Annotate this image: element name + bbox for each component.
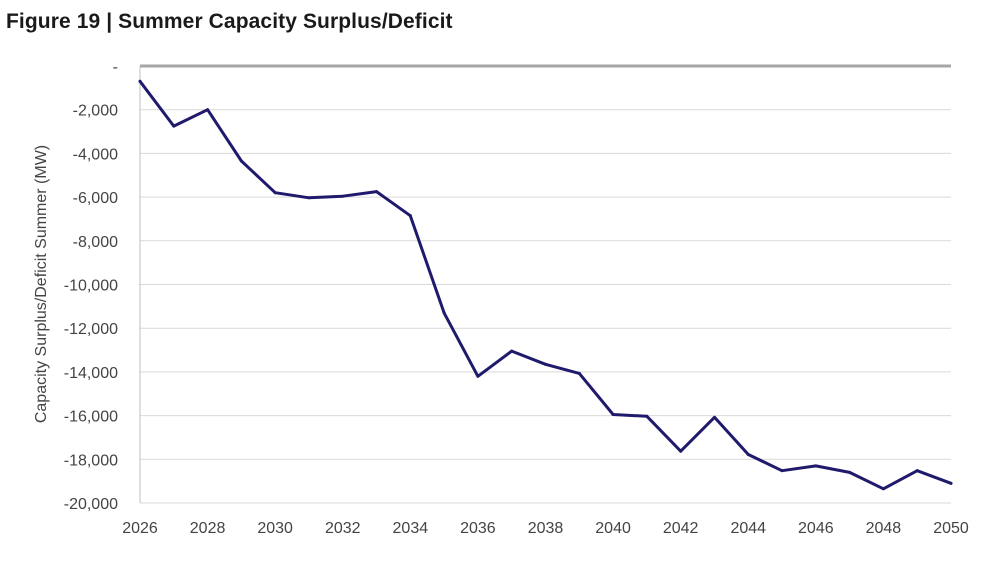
data-point <box>273 191 277 195</box>
x-tick-label: 2044 <box>730 520 766 537</box>
x-tick-label: 2048 <box>866 520 902 537</box>
x-tick-label: 2042 <box>663 520 699 537</box>
data-point <box>341 194 345 198</box>
y-tick-label: -16,000 <box>64 409 118 426</box>
x-tick-label: 2026 <box>122 520 158 537</box>
y-tick-label: -14,000 <box>64 365 118 382</box>
data-point <box>544 362 547 366</box>
x-tick-label: 2036 <box>460 520 496 537</box>
data-point <box>476 374 480 378</box>
figure-title: Figure 19 | Summer Capacity Surplus/Defi… <box>6 10 453 33</box>
x-tick-label: 2032 <box>325 520 361 537</box>
data-point <box>442 311 446 315</box>
data-point <box>712 415 716 419</box>
data-point <box>172 124 176 128</box>
data-point <box>679 449 683 453</box>
x-axis-ticks: 2026 2028 2030 2032 2034 2036 2038 2040 2042 2044… <box>122 520 969 537</box>
data-point <box>577 371 581 375</box>
data-point <box>138 79 142 83</box>
data-point <box>949 481 953 485</box>
data-point <box>206 108 210 112</box>
y-tick-label: -4,000 <box>73 146 118 163</box>
x-tick-label: 2028 <box>190 520 226 537</box>
data-point <box>746 452 750 456</box>
y-tick-label: - <box>113 59 118 76</box>
data-point <box>881 487 885 491</box>
y-tick-label: -18,000 <box>64 452 118 469</box>
data-point <box>780 469 784 473</box>
y-tick-label: -20,000 <box>64 496 118 513</box>
series-layer <box>138 79 953 491</box>
x-tick-label: 2034 <box>393 520 429 537</box>
data-point <box>645 414 649 418</box>
y-tick-label: -8,000 <box>73 234 118 251</box>
series-line <box>138 79 953 491</box>
data-point <box>848 470 852 474</box>
y-tick-label: -10,000 <box>64 278 118 295</box>
x-tick-label: 2046 <box>798 520 834 537</box>
data-point <box>915 469 919 473</box>
y-tick-label: -6,000 <box>73 190 118 207</box>
data-point <box>375 190 379 194</box>
data-point <box>510 349 514 353</box>
gridlines <box>139 64 951 504</box>
data-point <box>307 196 311 200</box>
data-point <box>611 413 615 417</box>
y-axis-label: Capacity Surplus/Deficit Summer (MW) <box>33 145 50 423</box>
y-tick-label: -2,000 <box>73 103 118 120</box>
x-tick-label: 2050 <box>933 520 969 537</box>
x-tick-label: 2040 <box>595 520 631 537</box>
x-tick-label: 2038 <box>528 520 564 537</box>
data-point <box>814 464 818 468</box>
x-tick-label: 2030 <box>257 520 293 537</box>
data-point <box>239 159 243 163</box>
data-point <box>408 214 412 218</box>
y-tick-label: -12,000 <box>64 321 118 338</box>
y-axis-ticks: - -2,000 -4,000 -6,000 -8,000 -10,000 -12,000 -… <box>64 59 118 513</box>
